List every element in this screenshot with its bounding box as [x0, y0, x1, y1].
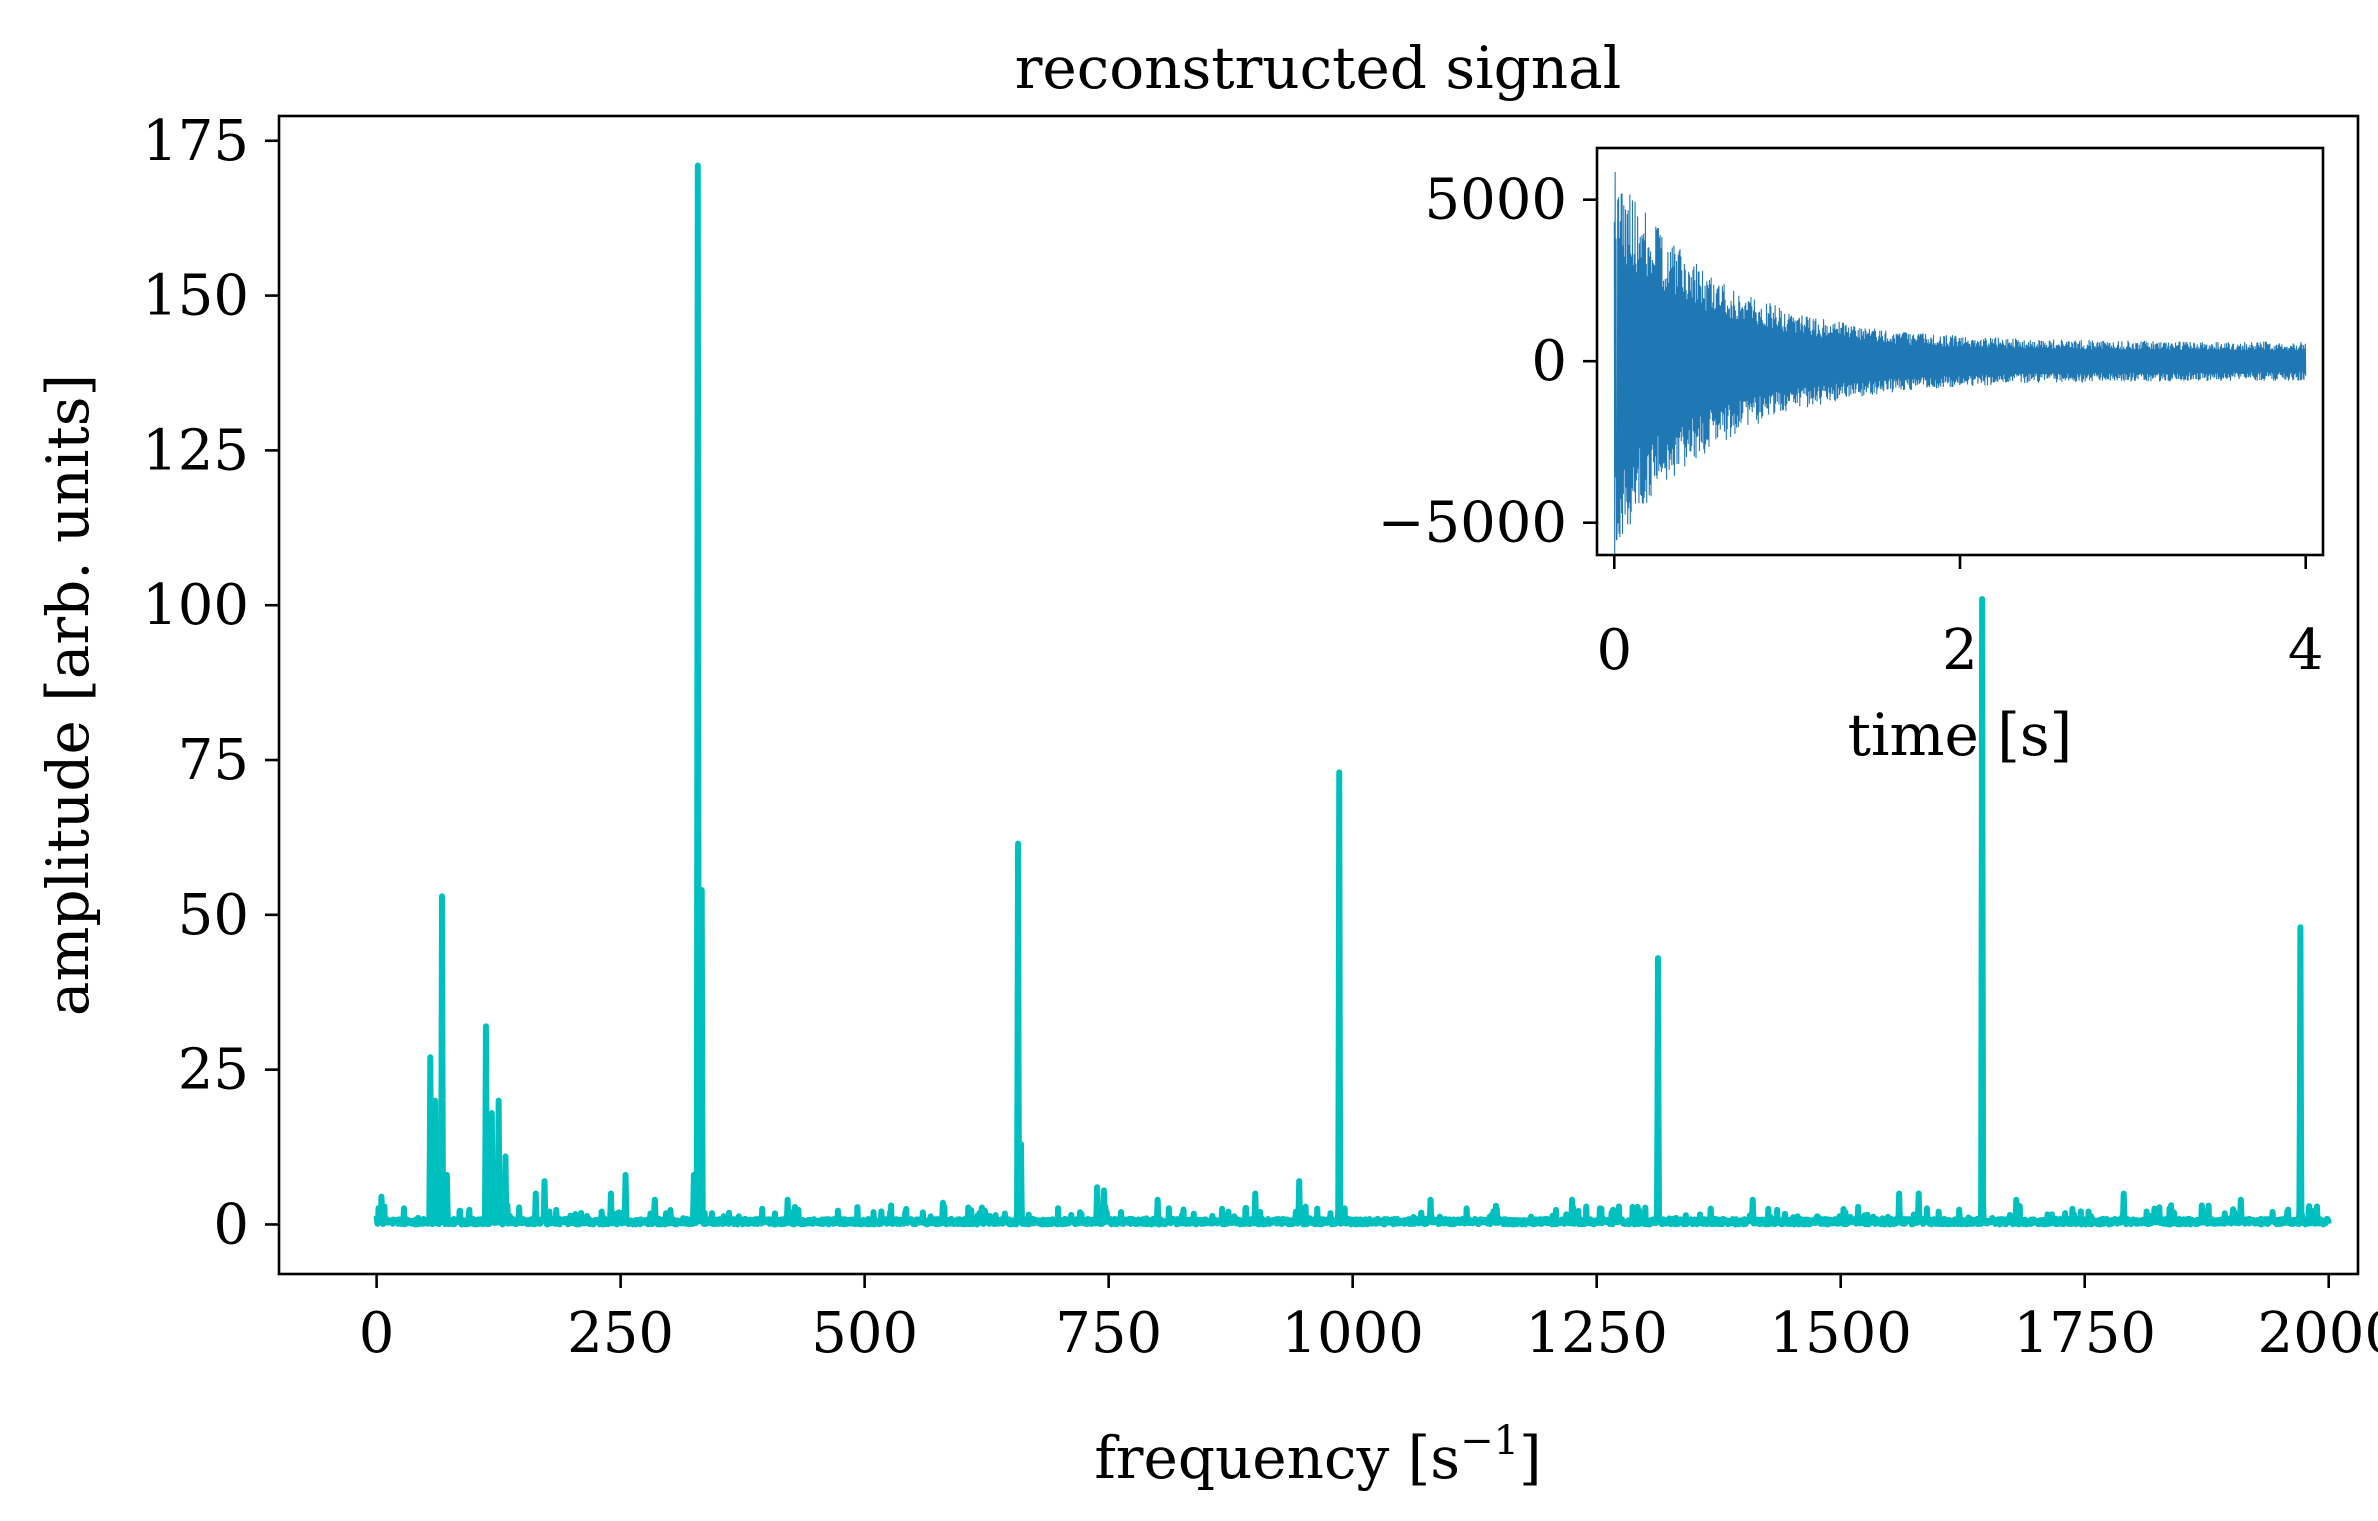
- main-y-tick-label: 175: [142, 109, 249, 174]
- inset-y-tick-label: 5000: [1424, 168, 1567, 233]
- main-y-tick-label: 50: [178, 883, 249, 948]
- main-x-axis-label: frequency [s−1]: [1094, 1418, 1541, 1492]
- inset-x-ticks: 0 2 4: [1596, 555, 2324, 683]
- main-y-axis-label: amplitude [arb. units]: [34, 374, 102, 1016]
- main-x-tick-label: 1000: [1281, 1301, 1424, 1366]
- inset-x-tick-label: 2: [1942, 618, 1978, 683]
- main-y-tick-label: 75: [178, 728, 249, 793]
- main-title: reconstructed signal: [1015, 34, 1622, 102]
- inset-x-tick-label: 4: [2288, 618, 2324, 683]
- inset-x-tick-label: 0: [1596, 618, 1632, 683]
- main-axes: reconstructed signal 0 250 500 750 1000 1250 1…: [34, 34, 2378, 1492]
- inset-axes: 0 2 4 −5000 0 5000 time [s]: [1378, 146, 2325, 769]
- main-x-tick-label: 250: [567, 1301, 674, 1366]
- main-x-tick-label: 1250: [1525, 1301, 1668, 1366]
- main-y-tick-label: 125: [142, 418, 249, 483]
- inset-y-ticks: −5000 0 5000: [1378, 168, 1597, 556]
- x-axis-label-end: ]: [1519, 1424, 1542, 1492]
- time-signal-series-line: [1613, 171, 2307, 554]
- inset-y-tick-label: 0: [1531, 329, 1567, 394]
- main-plot-frame: [277, 114, 2360, 1276]
- main-x-tick-label: 500: [811, 1301, 918, 1366]
- main-x-tick-label: 1500: [1769, 1301, 1912, 1366]
- main-y-ticks: 0 25 50 75 100 125 150 175: [142, 109, 279, 1257]
- inset-x-axis-label: time [s]: [1848, 701, 2073, 769]
- main-y-tick-label: 100: [142, 573, 249, 638]
- x-axis-label-superscript: −1: [1460, 1418, 1519, 1464]
- main-x-tick-label: 1750: [2013, 1301, 2156, 1366]
- x-axis-label-main: frequency [s: [1094, 1424, 1460, 1492]
- inset-y-tick-label: −5000: [1378, 491, 1567, 556]
- spectrum-series-line: [373, 162, 2332, 1228]
- main-x-tick-label: 750: [1055, 1301, 1162, 1366]
- main-x-tick-label: 0: [359, 1301, 395, 1366]
- main-y-tick-label: 150: [142, 264, 249, 329]
- main-y-tick-label: 25: [178, 1038, 249, 1103]
- main-y-tick-label: 0: [213, 1192, 249, 1257]
